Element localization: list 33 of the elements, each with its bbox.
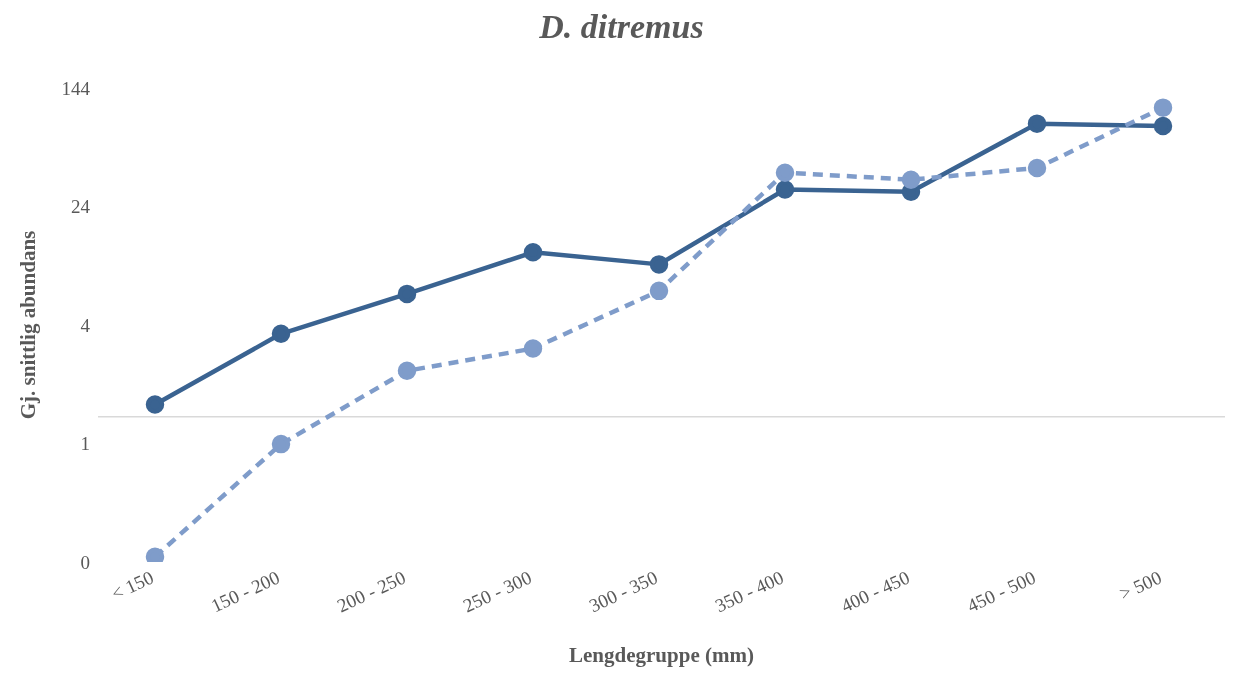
point [1153, 116, 1173, 136]
chart-title: D. ditremus [538, 8, 705, 46]
y-tick-label: 0 [80, 551, 90, 573]
point [523, 243, 543, 262]
y-tick-label: 4 [80, 314, 91, 336]
point [775, 180, 795, 199]
point [1027, 158, 1047, 178]
x-tick-label: 150 - 200 [207, 566, 283, 617]
point [1153, 98, 1173, 117]
x-tick-label: > 500 [1115, 566, 1165, 605]
x-tick-label: < 150 [107, 566, 157, 605]
x-tick-label: 200 - 250 [333, 566, 409, 617]
y-tick-label: 24 [71, 196, 91, 218]
point [271, 324, 291, 344]
y-tick-label: 144 [61, 77, 91, 99]
x-tick-label: 300 - 350 [585, 566, 661, 617]
point [523, 339, 543, 358]
x-tick-label: 400 - 450 [837, 566, 913, 617]
point [775, 163, 795, 182]
x-tick-label: 450 - 500 [963, 566, 1039, 617]
y-axis-title: Gj. snittlig abundans [16, 230, 41, 420]
y-tick-label: 1 [80, 433, 90, 455]
point [397, 361, 417, 381]
point [901, 170, 921, 189]
point [1027, 114, 1047, 133]
point [397, 284, 417, 304]
point [649, 281, 669, 301]
x-axis-title: Lengdegruppe (mm) [569, 643, 754, 667]
point [271, 434, 291, 454]
point [649, 255, 669, 274]
x-tick-label: 350 - 400 [711, 566, 787, 617]
x-tick-label: 250 - 300 [459, 566, 535, 617]
point [145, 395, 165, 414]
